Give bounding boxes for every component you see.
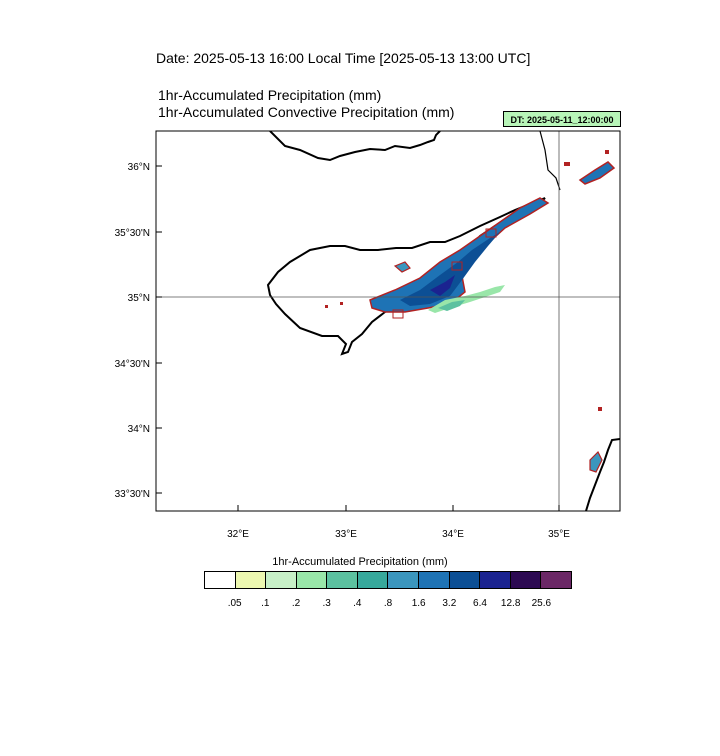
colorbar-swatch	[205, 572, 236, 588]
colorbar-label: .05	[227, 598, 242, 609]
lat-label-34-30n: 34°30'N	[115, 359, 150, 370]
convective-variable-title: 1hr-Accumulated Convective Precipitation…	[158, 104, 455, 120]
lat-labels: 36°N 35°30'N 35°N 34°30'N 34°N 33°30'N	[115, 162, 150, 500]
colorbar-label: 3.2	[442, 598, 457, 609]
colorbar-label: .2	[291, 598, 301, 609]
colorbar-swatch	[541, 572, 571, 588]
lat-label-35-30n: 35°30'N	[115, 228, 150, 239]
colorbar	[204, 571, 572, 589]
colorbar-label: 6.4	[473, 598, 487, 609]
colorbar-swatch	[480, 572, 511, 588]
colorbar-swatch	[357, 572, 389, 588]
lon-ticks	[237, 505, 560, 511]
colorbar-swatch	[327, 572, 358, 588]
colorbar-label: 1.6	[411, 598, 426, 609]
precip-variable-title: 1hr-Accumulated Precipitation (mm)	[158, 87, 382, 103]
colorbar-swatch	[235, 572, 267, 588]
map-background	[156, 131, 620, 511]
lat-ticks	[156, 165, 162, 494]
colorbar-swatch	[296, 572, 328, 588]
colorbar-swatch	[419, 572, 450, 588]
colorbar-swatch	[510, 572, 542, 588]
colorbar-swatch	[266, 572, 297, 588]
turkey-coastline	[269, 131, 441, 162]
colorbar-label: 12.8	[500, 598, 521, 609]
lon-label-33e: 33°E	[335, 529, 357, 540]
levant-coastline	[585, 438, 620, 511]
colorbar-labels: .05 .1 .2 .3 .4 .8 1.6 3.2 6.4 12.8 25.6	[204, 598, 572, 612]
colorbar-swatch	[449, 572, 481, 588]
map-frame	[155, 130, 621, 512]
colorbar-label: .1	[261, 598, 270, 609]
syria-coastline	[539, 131, 561, 191]
precipitation-field	[325, 150, 616, 473]
colorbar-label: .8	[383, 598, 393, 609]
lon-label-34e: 34°E	[442, 529, 464, 540]
colorbar-label: .3	[322, 598, 331, 609]
model-init-badge: DT: 2025-05-11_12:00:00	[503, 111, 621, 127]
colorbar-label: 25.6	[531, 598, 552, 609]
lon-label-32e: 32°E	[227, 529, 249, 540]
colorbar-label: .4	[353, 598, 362, 609]
lat-label-34n: 34°N	[128, 424, 150, 435]
colorbar-swatch	[388, 572, 420, 588]
lat-label-36n: 36°N	[128, 162, 150, 173]
lat-label-33-30n: 33°30'N	[115, 489, 150, 500]
lon-label-35e: 35°E	[548, 529, 570, 540]
colorbar-title: 1hr-Accumulated Precipitation (mm)	[272, 556, 448, 568]
lat-label-35n: 35°N	[128, 293, 150, 304]
date-title: Date: 2025-05-13 16:00 Local Time [2025-…	[156, 50, 531, 66]
lon-labels: 32°E 33°E 34°E 35°E	[227, 529, 570, 540]
